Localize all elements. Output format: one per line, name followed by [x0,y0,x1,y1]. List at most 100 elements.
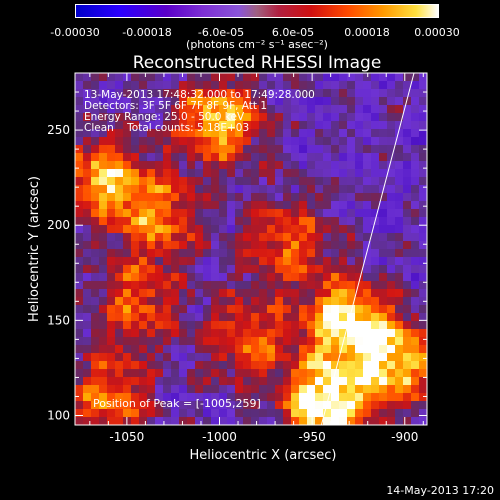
heatmap-cell [387,393,396,402]
heatmap-cell [371,233,380,242]
heatmap-cell [307,81,316,90]
heatmap-cell [339,241,348,250]
heatmap-cell [387,145,396,154]
heatmap-cell [235,233,244,242]
heatmap-cell [291,177,300,186]
heatmap-cell [347,353,356,362]
heatmap-cell [99,209,108,218]
heatmap-cell [227,273,236,282]
heatmap-cell [227,257,236,266]
heatmap-cell [363,185,372,194]
heatmap-cell [179,169,188,178]
heatmap-cell [131,329,140,338]
heatmap-cell [219,313,228,322]
heatmap-cell [219,145,228,154]
heatmap-cell [339,201,348,210]
heatmap-cell [403,97,412,106]
heatmap-cell [179,305,188,314]
heatmap-cell [187,321,196,330]
heatmap-cell [371,81,380,90]
heatmap-cell [283,401,292,410]
heatmap-cell [211,105,220,114]
heatmap-cell [219,89,228,98]
heatmap-cell [219,377,228,386]
heatmap-cell [99,137,108,146]
heatmap-cell [251,409,260,418]
heatmap-cell [411,305,420,314]
heatmap-cell [163,161,172,170]
heatmap-cell [107,393,116,402]
heatmap-cell [419,161,427,170]
heatmap-cell [243,225,252,234]
heatmap-cell [371,377,380,386]
heatmap-cell [139,353,148,362]
heatmap-cell [235,385,244,394]
heatmap-cell [203,81,212,90]
heatmap-cell [227,137,236,146]
heatmap-cell [267,177,276,186]
heatmap-cell [419,97,427,106]
heatmap-cell [395,297,404,306]
heatmap-cell [403,153,412,162]
heatmap-cell [283,185,292,194]
heatmap-cell [283,89,292,98]
heatmap-cell [307,369,316,378]
heatmap-cell [347,265,356,274]
heatmap-cell [107,353,116,362]
heatmap-cell [411,249,420,258]
heatmap-cell [147,369,156,378]
heatmap-cell [395,273,404,282]
heatmap-cell [131,81,140,90]
heatmap-cell [203,337,212,346]
heatmap-cell [291,265,300,274]
heatmap-cell [195,201,204,210]
heatmap-cell [163,225,172,234]
heatmap-cell [347,73,356,82]
heatmap-cell [123,353,132,362]
heatmap-cell [371,73,380,82]
heatmap-cell [411,169,420,178]
heatmap-cell [171,209,180,218]
heatmap-cell [291,281,300,290]
heatmap-cell [411,361,420,370]
heatmap-cell [155,393,164,402]
heatmap-cell [243,113,252,122]
heatmap-cell [171,169,180,178]
heatmap-cell [299,345,308,354]
heatmap-cell [107,121,116,130]
heatmap-cell [347,281,356,290]
heatmap-cell [203,289,212,298]
x-tick-label: -900 [391,430,418,444]
heatmap-cell [283,153,292,162]
heatmap-cell [187,281,196,290]
heatmap-cell [171,129,180,138]
heatmap-cell [275,337,284,346]
heatmap-cell [411,177,420,186]
heatmap-cell [347,401,356,410]
heatmap-cell [331,393,340,402]
heatmap-cell [203,177,212,186]
heatmap-cell [259,369,268,378]
heatmap-cell [251,225,260,234]
heatmap-cell [315,417,324,425]
heatmap-cell [347,377,356,386]
heatmap-cell [123,105,132,114]
heatmap-cell [283,297,292,306]
heatmap-cell [403,249,412,258]
heatmap-cell [203,233,212,242]
heatmap-cell [171,401,180,410]
heatmap-cell [283,257,292,266]
heatmap-cell [339,265,348,274]
heatmap-cell [403,297,412,306]
heatmap-cell [243,329,252,338]
heatmap-cell [419,169,427,178]
heatmap-cell [291,97,300,106]
heatmap-cell [179,145,188,154]
heatmap-cell [235,329,244,338]
heatmap-cell [387,81,396,90]
heatmap-cell [299,81,308,90]
heatmap-cell [331,281,340,290]
heatmap-cell [131,249,140,258]
heatmap-cell [155,233,164,242]
